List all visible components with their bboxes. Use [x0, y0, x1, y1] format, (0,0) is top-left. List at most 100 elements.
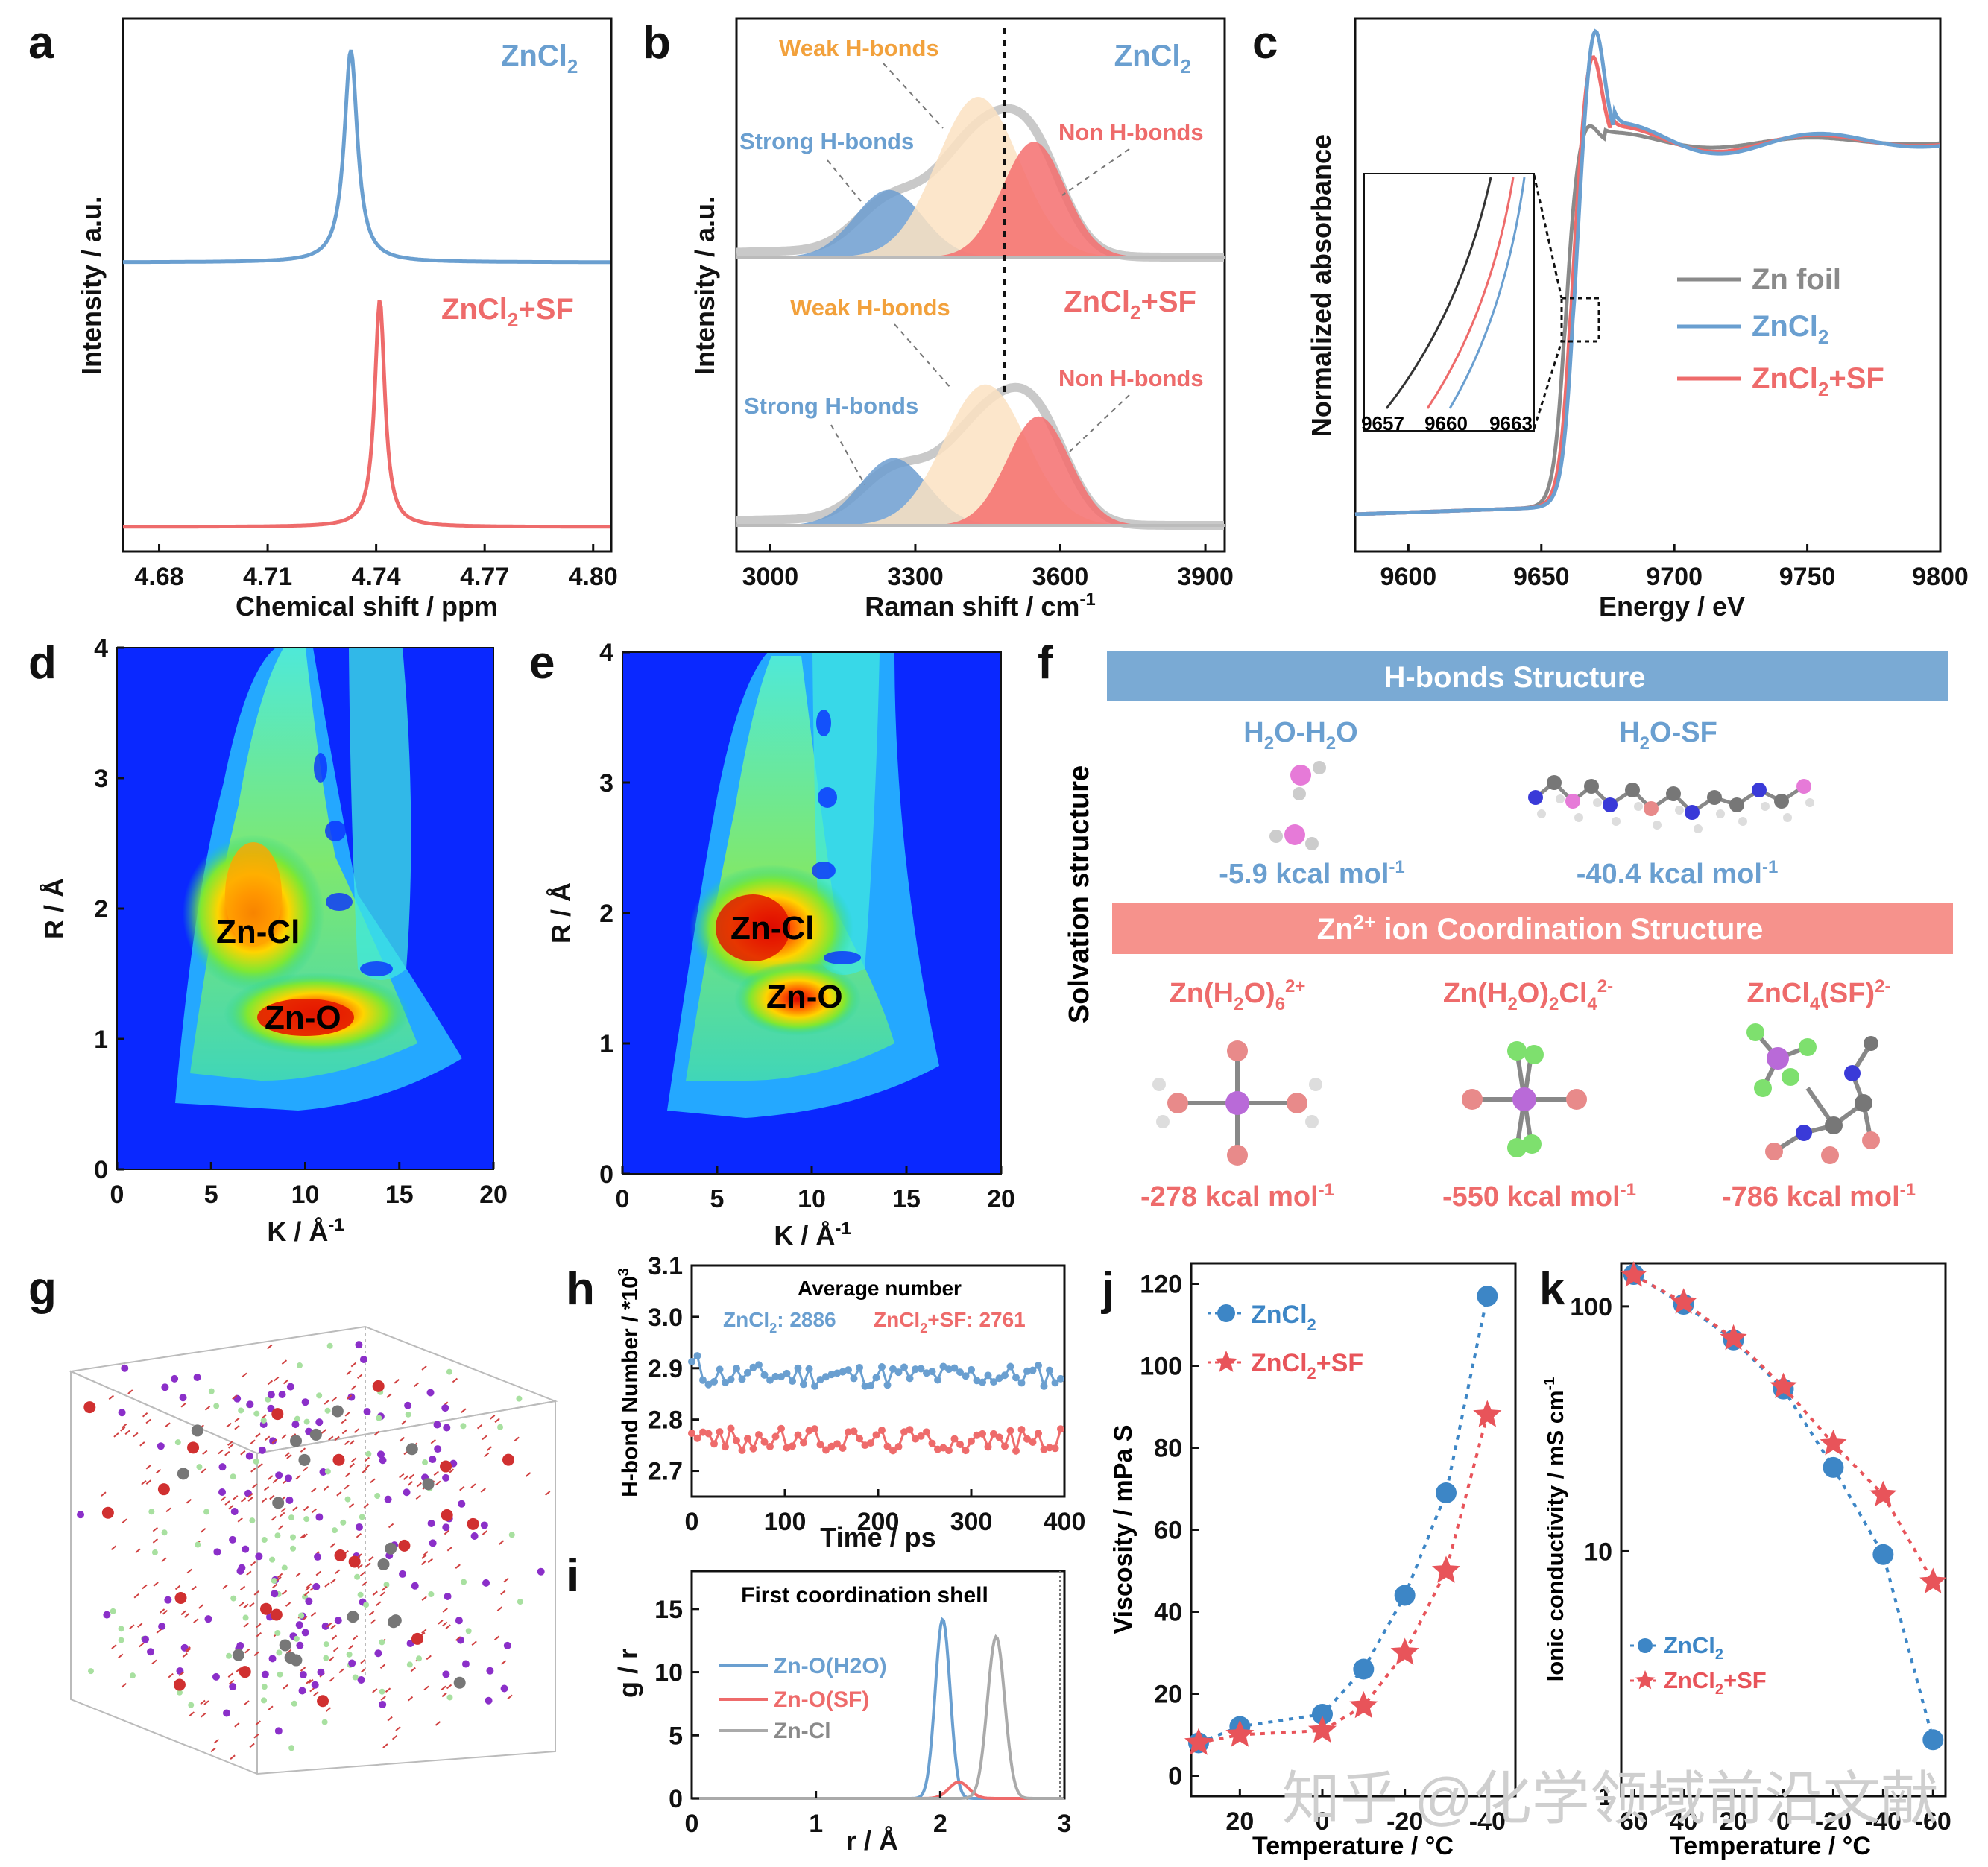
hbond-point [833, 1440, 841, 1448]
water-molecule [213, 1738, 220, 1744]
cl-ion [242, 1614, 249, 1621]
conductivity-dot [1922, 1729, 1944, 1751]
x-tick-label: 60 [1620, 1807, 1648, 1836]
cl-ion [277, 1671, 283, 1678]
water-molecule [232, 1394, 238, 1400]
sf-atom [191, 1424, 203, 1437]
water-molecule [407, 1696, 414, 1702]
zn-ion [461, 1660, 470, 1668]
zn-ion [429, 1456, 437, 1464]
ticks-d: 0 5 10 15 20 0 1 2 3 4 [94, 634, 508, 1209]
hbond-point [755, 1431, 763, 1439]
cl-ion [87, 1668, 94, 1675]
water-molecule [401, 1420, 407, 1425]
cl-ion [110, 1608, 116, 1614]
water-molecule [349, 1440, 355, 1445]
water-molecule [156, 1629, 162, 1634]
zn-ion [261, 1670, 269, 1678]
cl-ion [176, 1689, 183, 1696]
water-molecule [382, 1743, 388, 1748]
water-molecule [430, 1439, 436, 1444]
ticks-j: 20 0 -20 -40 0 20 40 60 80 100 120 [1140, 1271, 1506, 1836]
hbond-point [990, 1430, 997, 1438]
hbond-point [984, 1443, 992, 1451]
plot-frame-c [1354, 17, 1942, 553]
hbond-point [794, 1431, 802, 1439]
molecule-water-sf [1528, 775, 1814, 833]
cl-ion [253, 1458, 259, 1465]
hbond-point [1017, 1426, 1026, 1434]
sf-atom [372, 1380, 385, 1392]
atom [1547, 775, 1562, 790]
y-axis-label-h: H-bond Number / *103 [616, 1268, 643, 1497]
water-molecule [145, 1418, 151, 1424]
zn-ion [500, 1684, 508, 1693]
water-molecule [435, 1480, 441, 1486]
water-molecule [133, 1593, 139, 1599]
water-molecule [324, 1400, 329, 1405]
zn-ion [212, 1672, 220, 1681]
water-molecule [257, 1462, 263, 1468]
x-tick-label: 400 [1044, 1508, 1086, 1536]
water-molecule [246, 1570, 252, 1576]
x-tick-label: 0 [1316, 1807, 1330, 1836]
water-molecule [250, 1439, 256, 1444]
viscosity-star [1473, 1400, 1502, 1427]
panel-f: f Solvation structure H-bonds Structure … [1038, 637, 1953, 1213]
cl-ion [281, 1564, 288, 1571]
hbond-point [1012, 1374, 1020, 1382]
hbond-point [771, 1372, 780, 1380]
sf-atom [187, 1441, 200, 1454]
y-axis-label-j: Viscosity / mPa S [1109, 1425, 1137, 1634]
title-b-top: ZnCl2 [1114, 40, 1191, 78]
hbond-point [973, 1377, 981, 1385]
x-tick-label: 0 [685, 1810, 699, 1838]
water-molecule [145, 1464, 151, 1470]
y-tick-label: 2.9 [648, 1355, 683, 1383]
hbond-point [1046, 1366, 1053, 1374]
water-molecule [445, 1624, 451, 1629]
water-molecule [441, 1685, 446, 1691]
cl-ion [238, 1407, 244, 1414]
water-molecule [277, 1573, 283, 1579]
water-molecule [461, 1408, 467, 1413]
water-molecule [165, 1422, 171, 1427]
hbond-point [956, 1368, 964, 1377]
atom [1685, 805, 1700, 820]
legend-foil: Zn foil [1752, 263, 1841, 296]
sf-atom [298, 1453, 311, 1466]
water-molecule [421, 1554, 427, 1559]
hbond-point [867, 1381, 874, 1389]
cl-ion [321, 1719, 328, 1725]
zn-ion [480, 1521, 488, 1529]
water-molecule [151, 1659, 157, 1665]
wavelet-map-e [622, 652, 1001, 1174]
hbond-point [923, 1369, 930, 1377]
hbond-point [839, 1368, 847, 1376]
x-tick-label: 5 [710, 1185, 725, 1213]
hbond-point [693, 1352, 701, 1360]
zn-ion [486, 1667, 494, 1675]
water-molecule [308, 1678, 314, 1684]
cl-ion [276, 1649, 283, 1656]
label-strong-bottom: Strong H-bonds [744, 393, 918, 419]
water-molecule [243, 1603, 249, 1609]
x-ticks-c: 9600 9650 9700 9750 9800 [1380, 544, 1969, 591]
hbond-point [962, 1447, 970, 1455]
water-molecule [292, 1506, 298, 1511]
y-tick-label: 3 [94, 765, 108, 793]
atom-h [1783, 813, 1792, 822]
hbond-point [822, 1446, 830, 1454]
water-molecule [380, 1696, 386, 1701]
legend-zncl2-sf: ZnCl2+SF [441, 293, 574, 331]
water-molecule [185, 1646, 191, 1652]
zn-ion [363, 1407, 371, 1415]
zn-header: Zn2+ ion Coordination Structure [1317, 911, 1764, 946]
cl-ion [261, 1697, 268, 1704]
water-molecule [331, 1634, 338, 1640]
cl-ion [261, 1684, 268, 1690]
cl-ion [340, 1519, 347, 1526]
x-tick-label: 0 [616, 1185, 630, 1213]
water-molecule [139, 1642, 145, 1648]
